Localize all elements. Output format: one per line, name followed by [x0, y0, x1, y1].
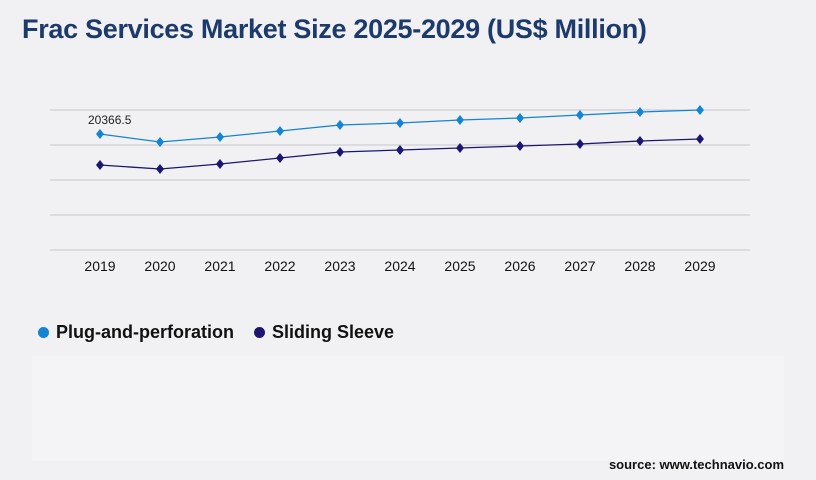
x-tick-label: 2027: [564, 258, 595, 274]
data-point: [576, 139, 584, 150]
x-tick-label: 2020: [144, 258, 175, 274]
legend-label: Plug-and-perforation: [56, 322, 234, 342]
x-tick-label: 2021: [204, 258, 235, 274]
data-point: [276, 153, 284, 164]
data-point: [336, 147, 344, 158]
data-point: [96, 160, 104, 171]
data-point: [696, 134, 704, 145]
x-tick-label: 2028: [624, 258, 655, 274]
x-tick-label: 2026: [504, 258, 535, 274]
legend-panel-background: [32, 356, 784, 461]
data-point: [516, 113, 524, 124]
data-point: [96, 128, 104, 139]
chart-title: Frac Services Market Size 2025-2029 (US$…: [22, 14, 647, 44]
data-point: [696, 105, 704, 116]
source-text: source: www.technavio.com: [608, 457, 784, 472]
data-point: [636, 107, 644, 118]
data-point: [216, 132, 224, 143]
x-tick-label: 2029: [684, 258, 715, 274]
data-point: [516, 141, 524, 152]
legend-item-sliding-sleeve[interactable]: Sliding Sleeve: [254, 322, 394, 343]
x-tick-label: 2025: [444, 258, 475, 274]
x-tick-label: 2024: [384, 258, 415, 274]
data-point: [576, 110, 584, 121]
legend-marker-icon: [254, 327, 265, 338]
legend-marker-icon: [38, 327, 49, 338]
legend-item-plug-and-perforation[interactable]: Plug-and-perforation: [38, 322, 234, 343]
data-point: [456, 143, 464, 154]
data-point: [396, 118, 404, 129]
data-point: [156, 164, 164, 175]
data-point: [396, 145, 404, 156]
data-point: [456, 115, 464, 126]
data-point: [156, 137, 164, 148]
data-point: [216, 159, 224, 170]
data-point: [276, 126, 284, 137]
x-tick-label: 2023: [324, 258, 355, 274]
legend: Plug-and-perforation Sliding Sleeve: [38, 322, 394, 343]
x-tick-label: 2022: [264, 258, 295, 274]
data-point: [636, 136, 644, 147]
legend-label: Sliding Sleeve: [272, 322, 395, 342]
line-chart: 2019 2020 2021 2022 2023 2024 2025 2026 2027 2028…: [50, 105, 750, 274]
data-label: 20366.5: [88, 113, 132, 127]
data-point: [336, 120, 344, 131]
x-tick-label: 2019: [84, 258, 115, 274]
